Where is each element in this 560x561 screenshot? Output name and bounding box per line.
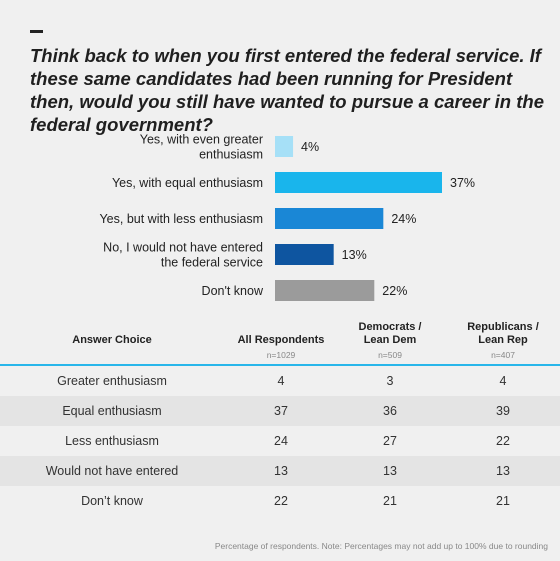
table-cell: 21 xyxy=(383,494,397,508)
bar-4 xyxy=(275,244,334,265)
row-label: Equal enthusiasm xyxy=(62,404,162,418)
column-header-n: n=1029 xyxy=(266,350,296,360)
row-label: Greater enthusiasm xyxy=(57,374,167,388)
column-header-label: Answer Choice xyxy=(72,334,152,346)
table-cell: 13 xyxy=(496,464,510,478)
table-cell: 4 xyxy=(499,374,507,388)
table-body: Greater enthusiasm 4 3 4 Equal enthusiasm 37 3… xyxy=(0,366,560,516)
category-label-4: No, I would not have entered xyxy=(103,241,263,255)
row-label: Don’t know xyxy=(81,494,143,508)
column-header-label: All Respondents xyxy=(237,334,325,346)
column-header-n: n=509 xyxy=(378,350,402,360)
bar-3 xyxy=(275,208,384,229)
table-cell: 24 xyxy=(274,434,288,448)
table-row: Don’t know 22 21 21 xyxy=(0,486,560,516)
table-cell: 39 xyxy=(496,404,510,418)
category-label-4: the federal service xyxy=(161,256,263,270)
column-header-label: Democrats / Lean Dem xyxy=(358,321,422,346)
bar-value-label-1: 4% xyxy=(301,140,319,154)
bar-1 xyxy=(275,136,294,157)
title-dash xyxy=(30,30,43,33)
table-row: Equal enthusiasm 37 36 39 xyxy=(0,396,560,426)
table-cell: 3 xyxy=(386,374,394,388)
bar-2 xyxy=(275,172,442,193)
bar-value-label-4: 13% xyxy=(342,248,367,262)
bar-5 xyxy=(275,280,375,301)
table-cell: 22 xyxy=(274,494,288,508)
table-cell: 13 xyxy=(274,464,288,478)
table-cell: 27 xyxy=(383,434,397,448)
bar-value-label-2: 37% xyxy=(450,176,475,190)
table-cell: 13 xyxy=(383,464,397,478)
footnote: Percentage of respondents. Note: Percent… xyxy=(214,541,548,551)
row-label: Would not have entered xyxy=(45,464,179,478)
table-cell: 4 xyxy=(277,374,285,388)
column-header-2: All Respondents n=1029 xyxy=(221,334,341,362)
column-header-3: Democrats / Lean Dem n=509 xyxy=(330,321,450,362)
category-label-1: enthusiasm xyxy=(199,148,263,162)
category-label-1: Yes, with even greater xyxy=(140,133,263,147)
column-header-1: Answer Choice xyxy=(52,334,172,347)
category-label-2: Yes, with equal enthusiasm xyxy=(112,176,263,190)
column-header-4: Republicans / Lean Rep n=407 xyxy=(443,321,560,362)
table-row: Less enthusiasm 24 27 22 xyxy=(0,426,560,456)
bar-value-label-3: 24% xyxy=(391,212,416,226)
table-cell: 37 xyxy=(274,404,288,418)
table-header: Answer Choice All Respondents n=1029 Democr… xyxy=(0,320,560,364)
table-row: Would not have entered 13 13 13 xyxy=(0,456,560,486)
row-label: Less enthusiasm xyxy=(65,434,159,448)
chart-title: Think back to when you first entered the… xyxy=(30,45,544,135)
table-row: Greater enthusiasm 4 3 4 xyxy=(0,366,560,396)
results-table: Answer Choice All Respondents n=1029 Democr… xyxy=(0,320,560,508)
bar-value-label-5: 22% xyxy=(382,284,407,298)
column-header-n: n=407 xyxy=(491,350,515,360)
category-label-3: Yes, but with less enthusiasm xyxy=(99,212,263,226)
column-header-label: Republicans / Lean Rep xyxy=(467,321,539,346)
table-cell: 21 xyxy=(496,494,510,508)
header-divider xyxy=(0,364,560,366)
table-cell: 22 xyxy=(496,434,510,448)
table-cell: 36 xyxy=(383,404,397,418)
category-label-5: Don't know xyxy=(202,284,264,298)
